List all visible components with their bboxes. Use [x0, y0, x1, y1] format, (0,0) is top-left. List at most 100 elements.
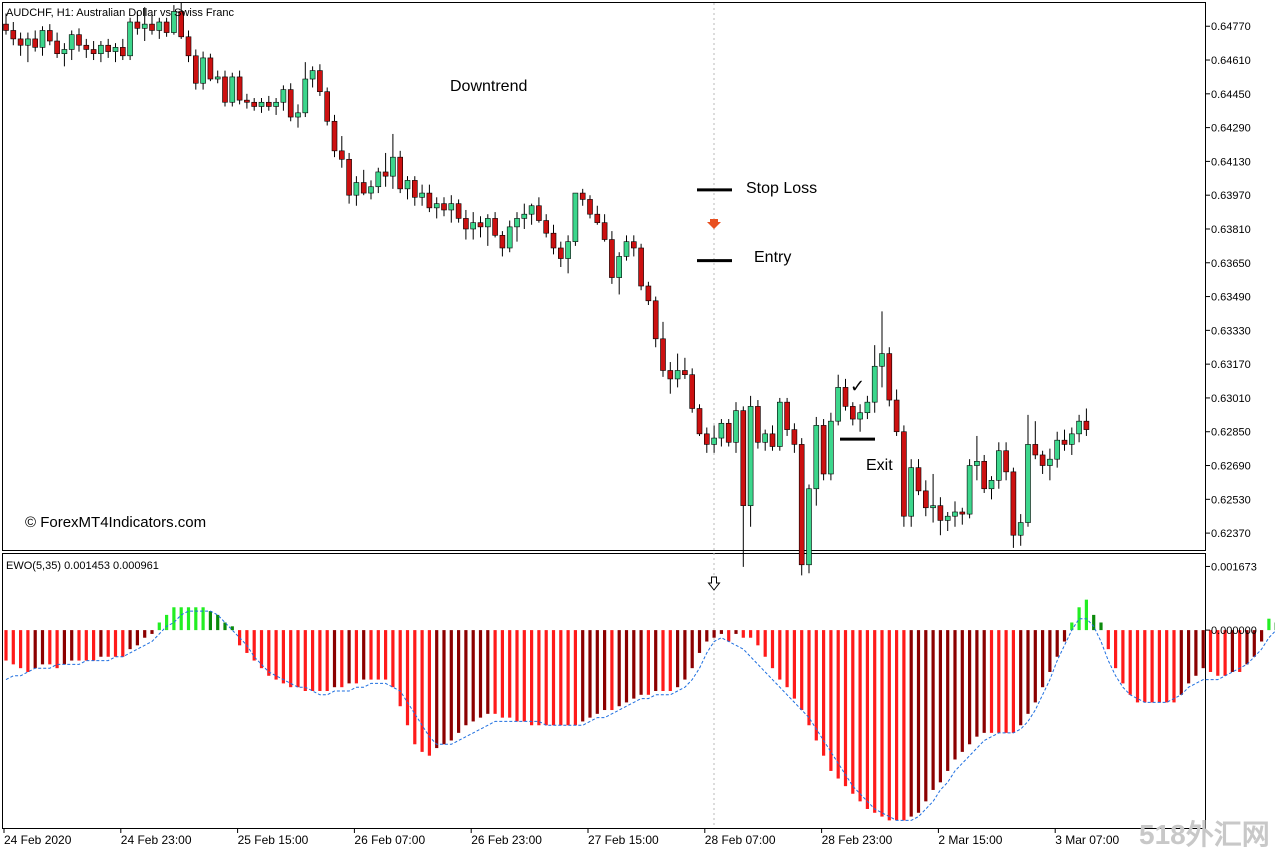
candle: [901, 425, 907, 527]
candle-body: [455, 203, 462, 219]
candle: [908, 459, 915, 527]
candle-body: [273, 101, 279, 107]
candle: [54, 32, 60, 58]
ewo-bar: [99, 630, 103, 657]
candle-body: [433, 203, 440, 209]
candle: [338, 136, 345, 168]
candle-body: [134, 21, 141, 29]
candle-body: [893, 399, 900, 433]
candle-body: [499, 235, 506, 249]
candle: [39, 26, 46, 56]
ewo-bar: [325, 630, 329, 691]
candle-body: [718, 422, 725, 439]
candle: [791, 423, 798, 453]
candle: [141, 7, 148, 42]
candle-body: [331, 120, 338, 152]
candle: [470, 212, 477, 240]
candle: [280, 85, 287, 111]
candle-body: [68, 34, 75, 50]
ewo-bar: [121, 630, 125, 657]
candle-body: [302, 78, 309, 114]
entry-label: Entry: [754, 249, 791, 266]
time-tick-label: 25 Feb 15:00: [238, 833, 309, 847]
candle: [893, 389, 900, 436]
candle: [630, 235, 637, 257]
ewo-bar: [486, 630, 490, 714]
indicator-label: EWO(5,35) 0.001453 0.000961: [6, 560, 159, 572]
candle: [959, 507, 966, 525]
ewo-bar: [960, 630, 964, 752]
candle-body: [521, 213, 528, 219]
candle: [251, 98, 257, 111]
time-tick-label: 3 Mar 07:00: [1055, 833, 1119, 847]
candle: [61, 43, 68, 67]
ewo-bar: [289, 630, 293, 688]
candle: [871, 345, 878, 413]
candle: [433, 197, 440, 219]
ewo-bar: [1092, 614, 1096, 631]
candle-body: [112, 47, 119, 52]
ewo-bar: [165, 614, 169, 631]
candle-body: [229, 76, 236, 103]
candle-body: [32, 38, 39, 48]
ewo-bar: [588, 630, 592, 718]
time-tick-label: 24 Feb 2020: [4, 833, 72, 847]
candle: [930, 473, 936, 523]
candle-body: [557, 247, 564, 259]
candle: [258, 98, 265, 113]
candle: [842, 378, 849, 411]
ewo-bar: [734, 630, 738, 634]
candle-body: [382, 171, 389, 177]
ewo-bar: [1230, 630, 1234, 672]
price-axis: 0.64770 0.64610 0.64450 0.64290 0.64130 0.639…: [1206, 21, 1251, 540]
candle: [76, 28, 82, 52]
candle: [397, 150, 404, 194]
candle-body: [550, 232, 557, 249]
candle: [46, 24, 53, 46]
ewo-bar: [873, 630, 877, 813]
candle-body: [54, 40, 60, 54]
ewo-bar: [245, 630, 249, 653]
ewo-bar: [924, 630, 928, 802]
candle-body: [309, 70, 316, 80]
price-tick-label: 0.63810: [1211, 224, 1251, 236]
candle-body: [828, 420, 834, 475]
candle: [689, 368, 696, 413]
ewo-bar: [19, 630, 23, 669]
candle: [711, 425, 717, 453]
candle-body: [324, 91, 331, 122]
candle: [68, 30, 75, 61]
ewo-bar: [172, 607, 176, 631]
ewo-bar: [814, 630, 818, 741]
candle: [426, 184, 433, 213]
candle-body: [565, 241, 571, 259]
candle-body: [441, 203, 447, 211]
candle: [674, 353, 681, 388]
ewo-bar: [464, 630, 468, 726]
candle-body: [411, 180, 418, 198]
entry-arrow-icon: [707, 219, 721, 229]
time-tick-label: 27 Feb 15:00: [588, 833, 659, 847]
candle: [1054, 431, 1060, 468]
candle-body: [470, 222, 477, 230]
candle-body: [974, 460, 980, 466]
candle: [90, 41, 97, 61]
ewo-bar: [92, 630, 96, 661]
candle-body: [587, 199, 593, 215]
ewo-bar: [1055, 630, 1059, 657]
candle-body: [404, 180, 411, 190]
ewo-bar: [683, 630, 687, 680]
ewo-bar: [690, 630, 694, 669]
candle: [645, 281, 652, 306]
ewo-bar: [792, 630, 796, 699]
candle: [455, 199, 462, 223]
ewo-bar: [471, 630, 475, 722]
candle: [360, 169, 367, 196]
ewo-bar: [70, 630, 74, 661]
candle-body: [871, 365, 878, 403]
ewo-bar: [311, 630, 315, 691]
candle-body: [484, 218, 491, 228]
candle: [83, 38, 90, 58]
candle-body: [1047, 458, 1053, 466]
price-tick-label: 0.63330: [1211, 325, 1251, 337]
